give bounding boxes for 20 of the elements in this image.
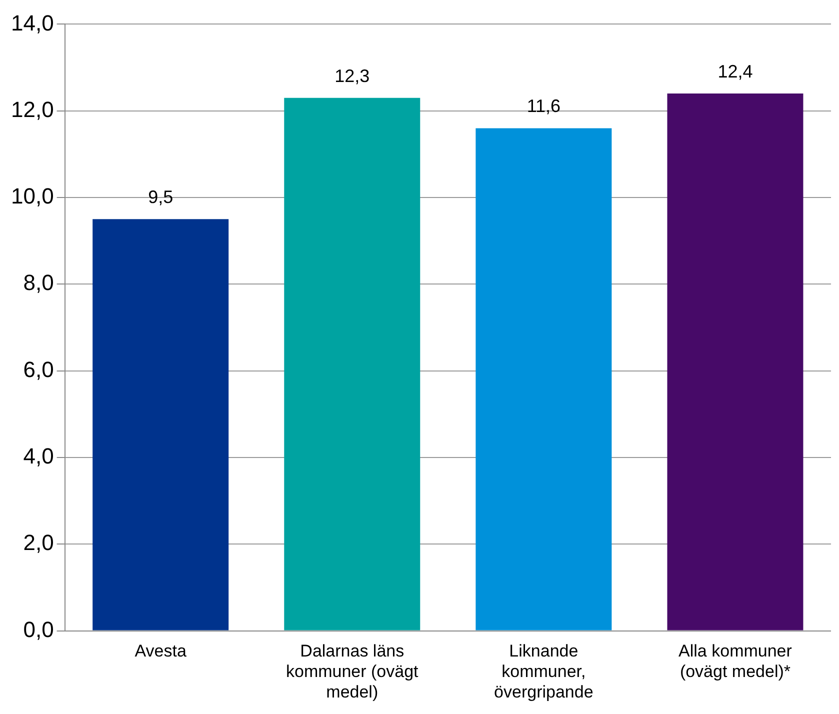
x-tick-label: Dalarnas läns kommuner (ovägt medel)	[286, 642, 419, 702]
x-tick-label: Liknande kommuner, övergripande	[494, 642, 594, 702]
data-label: 9,5	[148, 187, 174, 208]
y-tick-label: 8,0	[23, 270, 54, 296]
bar	[284, 98, 420, 630]
y-tick-label: 6,0	[23, 356, 54, 382]
bar	[667, 94, 804, 630]
x-tick-label: Alla kommuner (ovägt medel)*	[678, 642, 792, 682]
bar	[476, 128, 612, 630]
y-tick-label: 14,0	[10, 10, 54, 36]
x-tick-label: Avesta	[134, 642, 187, 661]
y-tick-label: 10,0	[10, 184, 54, 209]
data-label: 12,3	[334, 66, 370, 86]
bar	[92, 219, 229, 630]
y-tick-label: 4,0	[23, 444, 54, 469]
y-tick-label: 12,0	[10, 96, 54, 122]
data-label: 11,6	[526, 96, 561, 116]
y-tick-label: 2,0	[23, 530, 54, 556]
y-tick-label: 0,0	[23, 616, 54, 642]
data-label: 12,4	[718, 61, 753, 82]
